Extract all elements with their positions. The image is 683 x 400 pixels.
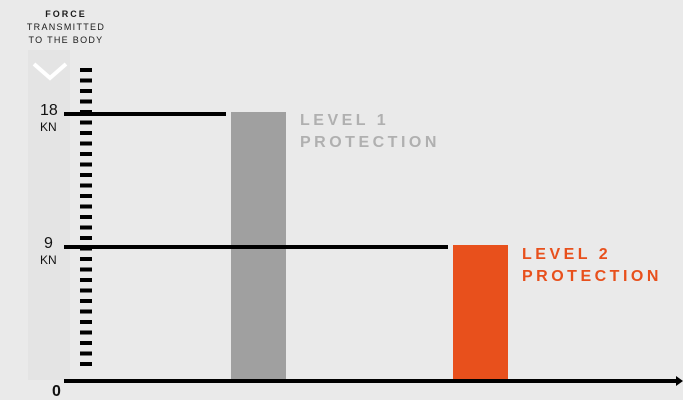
y-axis-dash bbox=[80, 194, 92, 198]
ytick-18: 18 bbox=[40, 102, 58, 119]
header-force: FORCE bbox=[45, 9, 87, 19]
y-axis-dash bbox=[80, 78, 92, 83]
y-axis-dash bbox=[80, 173, 92, 177]
y-axis-dash bbox=[80, 68, 92, 72]
y-axis-dash bbox=[80, 152, 92, 156]
y-axis-dash bbox=[80, 89, 92, 93]
y-axis-dash bbox=[80, 236, 92, 240]
ytick-unit-9: KN bbox=[40, 253, 57, 267]
arrow-right-icon bbox=[676, 376, 683, 386]
header-to-the-body: TO THE BODY bbox=[28, 35, 104, 45]
y-axis-dash bbox=[80, 309, 92, 314]
y-axis-dash bbox=[80, 278, 92, 282]
y-axis-dash bbox=[80, 99, 92, 104]
level1-label-line2: PROTECTION bbox=[300, 134, 440, 151]
y-axis-dash bbox=[80, 162, 92, 167]
y-axis-dash bbox=[80, 215, 92, 219]
chevron-down-icon bbox=[32, 62, 68, 81]
y-axis-dash bbox=[80, 288, 92, 293]
y-axis-dash bbox=[80, 341, 92, 345]
y-axis-dash bbox=[80, 141, 92, 146]
header-transmitted: TRANSMITTED bbox=[26, 22, 106, 32]
y-axis-dash bbox=[80, 267, 92, 272]
level1-label-line1: LEVEL 1 bbox=[300, 112, 390, 129]
y-axis-dash bbox=[80, 120, 92, 125]
y-axis-dash bbox=[80, 351, 92, 356]
y-axis-dash bbox=[80, 299, 92, 303]
y-axis-dash bbox=[80, 362, 92, 366]
y-axis-dash bbox=[80, 257, 92, 261]
y-axis-panel bbox=[28, 50, 70, 380]
y-axis-dash bbox=[80, 183, 92, 188]
y-axis-dash bbox=[80, 330, 92, 335]
y-axis-dash bbox=[80, 204, 92, 209]
ytick-unit-18: KN bbox=[40, 120, 57, 134]
level2-label-line1: LEVEL 2 bbox=[522, 246, 612, 263]
ytick-0: 0 bbox=[52, 383, 61, 400]
y-axis-dash bbox=[80, 320, 92, 324]
y-axis-dash bbox=[80, 131, 92, 135]
bar-level-2 bbox=[453, 245, 508, 380]
y-axis-dash bbox=[80, 225, 92, 230]
ytick-9: 9 bbox=[44, 235, 53, 252]
level2-label-line2: PROTECTION bbox=[522, 268, 662, 285]
